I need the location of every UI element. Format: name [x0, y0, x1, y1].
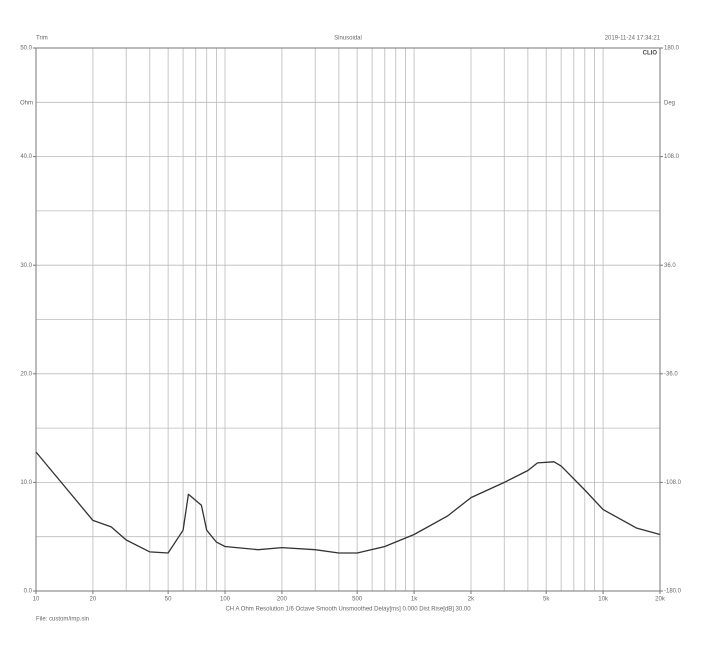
file-label: File: custom/imp.sin — [36, 617, 89, 623]
x-tick-label: 1k — [411, 597, 418, 603]
y-tick-label: 30.0 — [20, 263, 32, 269]
plot-frame — [35, 47, 661, 592]
y-tick-label: 50.0 — [20, 46, 32, 52]
x-tick-label: 5k — [543, 597, 550, 603]
x-tick-label: 100 — [220, 597, 231, 603]
y2-tick-label: 108.0 — [664, 154, 680, 160]
y-tick-label: 10.0 — [20, 480, 32, 486]
footer: CH A Ohm Resolution 1/6 Octave Smooth Un… — [225, 607, 471, 613]
y2-tick-label: -108.0 — [664, 480, 682, 486]
logo: CLIO — [643, 51, 658, 57]
x-tick-label: 200 — [277, 597, 288, 603]
y2-tick-label: -180.0 — [664, 589, 682, 595]
top-left-label: Trim — [36, 36, 48, 42]
data-line — [35, 451, 661, 554]
y2-axis-label: Deg — [664, 101, 675, 107]
y2-tick-label: 36.0 — [664, 263, 676, 269]
x-tick-label: 10k — [598, 597, 609, 603]
timestamp: 2019-11-24 17:34:21 — [605, 36, 661, 42]
y-axis-label: Ohm — [20, 101, 33, 107]
y2-tick-label: 180.0 — [664, 46, 680, 52]
y-tick-label: 40.0 — [20, 154, 32, 160]
x-tick-label: 2k — [468, 597, 475, 603]
x-tick-label: 10 — [33, 597, 40, 603]
y-tick-label: 20.0 — [20, 371, 32, 377]
chart-title: Sinusoidal — [334, 36, 362, 42]
x-tick-label: 50 — [165, 597, 172, 603]
x-tick-label: 20 — [90, 597, 97, 603]
x-tick-label: 500 — [352, 597, 363, 603]
y2-tick-label: -36.0 — [664, 371, 678, 377]
x-tick-label: 20k — [655, 597, 666, 603]
y-tick-label: 0.0 — [24, 589, 33, 595]
